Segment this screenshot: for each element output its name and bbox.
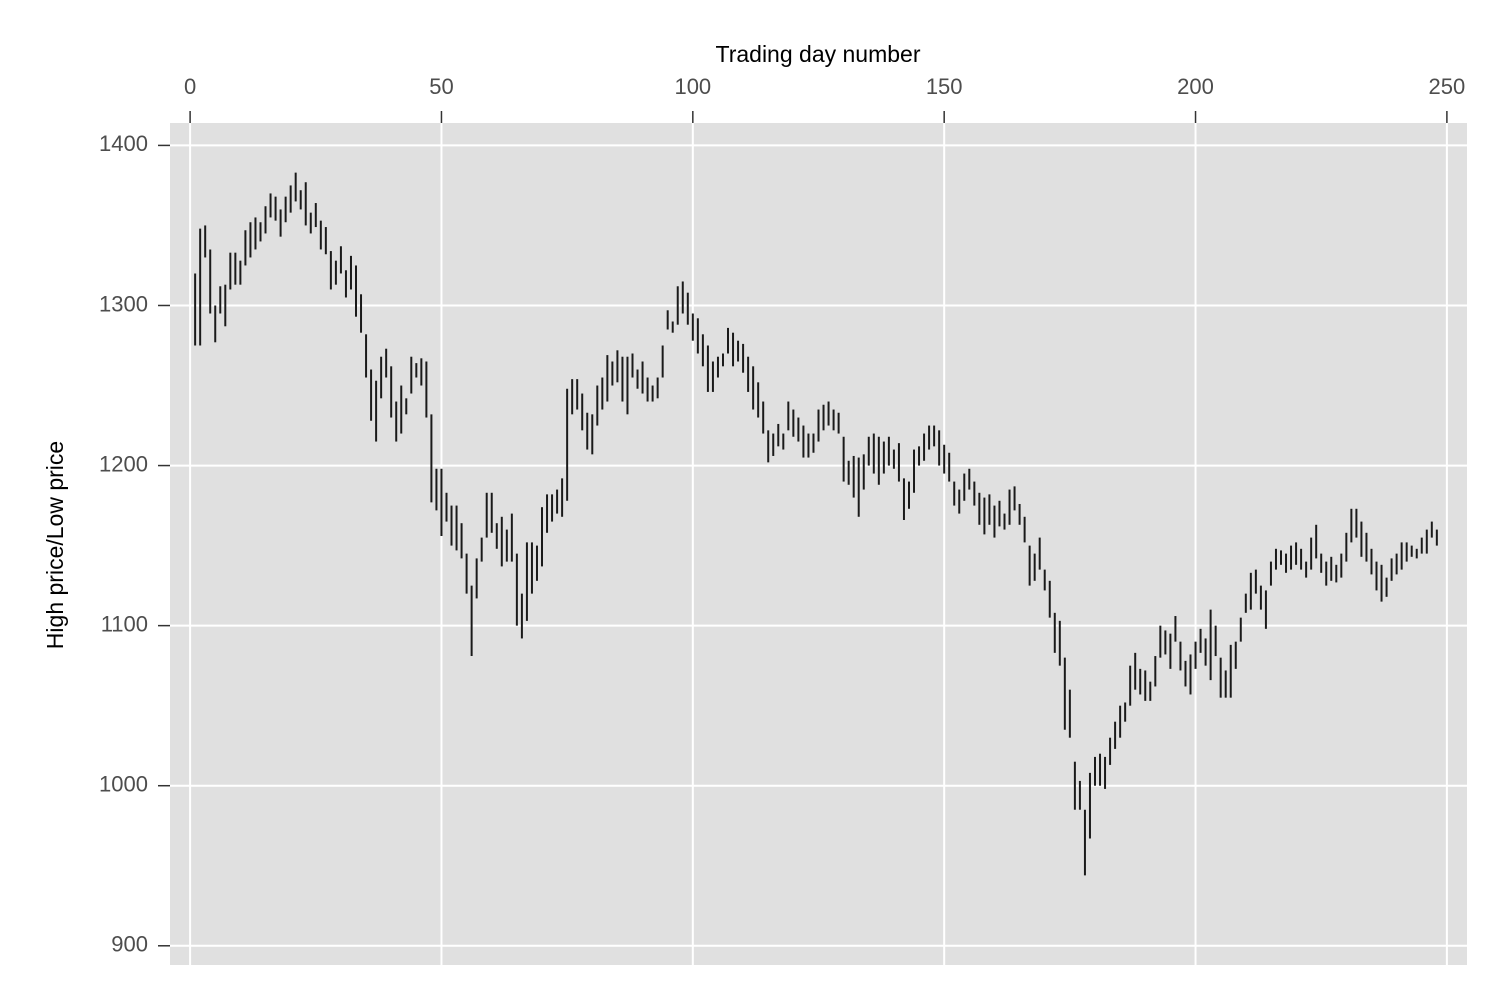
x-tick-label: 50 bbox=[429, 74, 453, 99]
y-tick-label: 1300 bbox=[99, 291, 148, 316]
x-tick-label: 200 bbox=[1177, 74, 1214, 99]
x-tick-label: 100 bbox=[674, 74, 711, 99]
y-tick-label: 1200 bbox=[99, 451, 148, 476]
x-tick-label: 250 bbox=[1429, 74, 1466, 99]
x-axis-title: Trading day number bbox=[716, 41, 921, 67]
x-tick-label: 0 bbox=[184, 74, 196, 99]
y-tick-label: 1000 bbox=[99, 772, 148, 797]
x-tick-label: 150 bbox=[926, 74, 963, 99]
y-tick-label: 1400 bbox=[99, 131, 148, 156]
y-axis-title: High price/Low price bbox=[42, 441, 68, 649]
y-tick-label: 900 bbox=[111, 932, 148, 957]
y-tick-label: 1100 bbox=[101, 611, 148, 636]
plot-panel bbox=[170, 123, 1467, 965]
